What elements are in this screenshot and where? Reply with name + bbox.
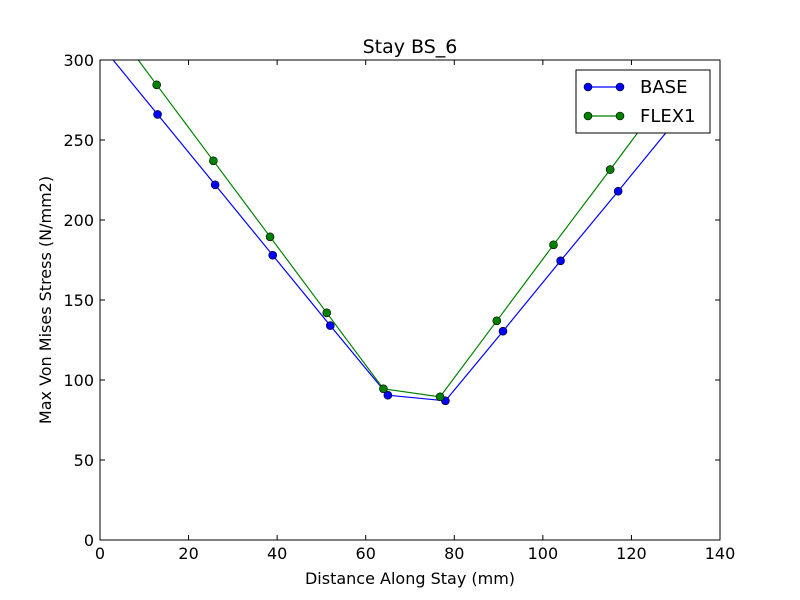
x-tick-label: 20 bbox=[178, 544, 198, 563]
legend-marker-flex1 bbox=[583, 111, 593, 121]
y-tick-label: 0 bbox=[84, 531, 94, 550]
legend-box bbox=[575, 69, 711, 134]
chart-title: Stay BS_6 bbox=[363, 36, 458, 58]
data-point-flex1 bbox=[435, 392, 445, 402]
legend-marker-base bbox=[615, 82, 625, 92]
data-point-base bbox=[556, 256, 565, 266]
data-point-base bbox=[383, 390, 393, 400]
data-point-base bbox=[613, 186, 623, 196]
data-point-base bbox=[498, 326, 508, 336]
data-point-flex1 bbox=[152, 80, 161, 90]
x-tick-label: 120 bbox=[616, 544, 647, 563]
y-axis-label: Max Von Mises Stress (N/mm2) bbox=[36, 176, 55, 424]
y-tick-label: 100 bbox=[63, 371, 94, 390]
data-point-flex1 bbox=[605, 165, 615, 174]
x-tick-label: 40 bbox=[267, 544, 287, 563]
data-point-base bbox=[153, 110, 162, 119]
data-point-flex1 bbox=[549, 240, 558, 250]
legend-marker-base bbox=[583, 82, 593, 92]
data-point-flex1 bbox=[492, 316, 502, 326]
legend-marker-flex1 bbox=[615, 111, 625, 121]
data-point-flex1 bbox=[379, 384, 388, 394]
data-point-base bbox=[268, 250, 278, 260]
ticks-layer: 0 20 40 60 80 100 120 140 0 50 100 150 200 250 300 bbox=[63, 51, 735, 563]
series-layer bbox=[112, 60, 681, 406]
data-point-base bbox=[210, 180, 220, 190]
data-point-flex1 bbox=[322, 308, 332, 318]
legend: BASE FLEX1 bbox=[575, 69, 711, 134]
x-axis-label: Distance Along Stay (mm) bbox=[305, 569, 515, 588]
y-tick-label: 150 bbox=[63, 291, 94, 310]
x-tick-label: 0 bbox=[95, 544, 105, 563]
x-tick-label: 60 bbox=[356, 544, 376, 563]
legend-label-base: BASE bbox=[640, 77, 687, 98]
y-tick-label: 250 bbox=[63, 131, 94, 150]
y-tick-label: 200 bbox=[63, 211, 94, 230]
data-point-flex1 bbox=[265, 232, 275, 242]
x-tick-label: 80 bbox=[444, 544, 464, 563]
y-tick-label: 50 bbox=[74, 451, 94, 470]
x-tick-label: 100 bbox=[528, 544, 559, 563]
data-point-base bbox=[325, 321, 335, 330]
y-tick-label: 300 bbox=[63, 51, 94, 70]
data-point-flex1 bbox=[209, 156, 218, 166]
legend-label-flex1: FLEX1 bbox=[640, 106, 696, 127]
plot-area bbox=[100, 60, 720, 540]
x-tick-label: 140 bbox=[705, 544, 736, 563]
